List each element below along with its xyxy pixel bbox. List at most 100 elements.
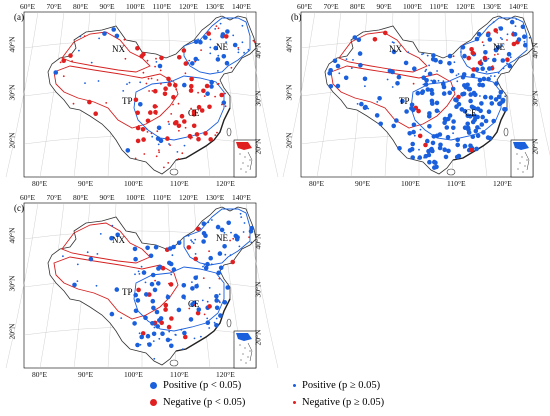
negative-station-dot bbox=[195, 310, 201, 316]
negative-station-dot bbox=[158, 151, 161, 154]
positive-station-dot bbox=[432, 165, 437, 170]
negative-station-dot bbox=[217, 82, 220, 85]
positive-station-dot bbox=[528, 36, 531, 39]
negative-station-dot bbox=[163, 302, 169, 308]
positive-station-dot bbox=[451, 119, 456, 124]
longitude-label-top: 100°E bbox=[126, 193, 145, 202]
positive-station-dot bbox=[418, 148, 420, 151]
positive-station-dot bbox=[223, 231, 226, 234]
positive-station-dot bbox=[487, 37, 493, 42]
positive-station-dot bbox=[407, 51, 410, 54]
positive-station-dot bbox=[182, 82, 187, 88]
negative-station-dot bbox=[412, 82, 415, 85]
positive-station-dot bbox=[201, 239, 206, 244]
negative-station-dot bbox=[176, 123, 182, 129]
longitude-label-bottom: 120°E bbox=[216, 179, 235, 188]
positive-station-dot bbox=[502, 67, 505, 70]
negative-station-dot bbox=[206, 31, 211, 36]
positive-station-dot bbox=[471, 105, 477, 111]
positive-station-dot bbox=[209, 84, 214, 89]
longitude-label-bottom: 120°E bbox=[493, 179, 512, 188]
negative-station-dot bbox=[202, 277, 205, 279]
positive-station-dot bbox=[208, 287, 211, 289]
positive-station-dot bbox=[479, 127, 481, 130]
positive-station-dot bbox=[431, 134, 437, 139]
positive-station-dot bbox=[367, 107, 370, 110]
positive-station-dot bbox=[423, 156, 425, 159]
latitude-label-right: 40°N bbox=[530, 42, 540, 59]
positive-station-dot bbox=[506, 62, 508, 65]
positive-station-dot bbox=[76, 263, 79, 266]
positive-station-dot bbox=[427, 114, 432, 119]
negative-station-dot bbox=[184, 126, 187, 129]
station-dots bbox=[327, 18, 531, 170]
positive-station-dot bbox=[191, 281, 193, 283]
latitude-label-left: 20°N bbox=[7, 132, 17, 149]
positive-station-dot bbox=[409, 146, 415, 152]
positive-station-dot bbox=[429, 98, 435, 104]
positive-station-dot bbox=[169, 343, 174, 349]
positive-station-dot bbox=[239, 212, 242, 215]
positive-station-dot bbox=[191, 240, 194, 243]
latitude-label-right: 30°N bbox=[253, 90, 263, 107]
positive-station-dot bbox=[332, 58, 338, 64]
positive-station-dot bbox=[210, 263, 213, 266]
region-label-ne: NE bbox=[216, 42, 228, 52]
positive-station-dot bbox=[498, 26, 500, 29]
legend-item-negative-nonsignificant: Negative (p ≥ 0.05) bbox=[293, 397, 384, 408]
longitude-label-top: 100°E bbox=[126, 2, 145, 11]
positive-station-dot bbox=[217, 251, 223, 256]
longitude-label-top: 140°E bbox=[232, 193, 251, 202]
negative-station-dot bbox=[145, 118, 151, 124]
positive-station-dot bbox=[430, 57, 436, 62]
positive-station-dot bbox=[126, 83, 128, 85]
positive-station-dot bbox=[138, 332, 141, 335]
positive-station-dot bbox=[437, 79, 440, 82]
region-label-tp: TP bbox=[399, 96, 410, 106]
positive-station-dot bbox=[364, 85, 366, 88]
region-label-ne: NE bbox=[493, 42, 505, 52]
longitude-label-top: 140°E bbox=[509, 2, 528, 11]
negative-station-dot bbox=[181, 48, 187, 53]
positive-station-dot bbox=[490, 75, 492, 77]
negative-station-dot bbox=[146, 59, 149, 62]
positive-station-dot bbox=[155, 61, 158, 63]
positive-station-dot bbox=[455, 142, 460, 148]
positive-station-dot bbox=[182, 330, 187, 336]
positive-station-dot bbox=[205, 261, 210, 267]
negative-station-dot bbox=[493, 28, 498, 33]
negative-station-dot bbox=[153, 88, 158, 94]
positive-station-dot bbox=[209, 46, 212, 49]
negative-station-dot bbox=[188, 59, 191, 62]
longitude-label-bottom: 80°E bbox=[309, 179, 325, 188]
negative-station-dot bbox=[135, 46, 140, 51]
positive-station-dot bbox=[249, 225, 254, 231]
taiwan-island bbox=[226, 318, 232, 328]
latitude-label-left: 40°N bbox=[7, 227, 17, 244]
positive-station-dot bbox=[234, 236, 240, 242]
negative-station-dot bbox=[148, 110, 153, 115]
positive-station-dot bbox=[424, 79, 426, 81]
positive-station-dot bbox=[460, 51, 462, 53]
negative-station-dot bbox=[105, 102, 108, 104]
positive-station-dot bbox=[487, 66, 492, 71]
positive-station-dot bbox=[224, 60, 230, 66]
positive-station-dot bbox=[151, 331, 157, 337]
negative-station-dot bbox=[195, 226, 201, 232]
negative-station-dot bbox=[511, 41, 517, 47]
negative-station-dot bbox=[204, 83, 210, 89]
region-ce bbox=[133, 75, 225, 141]
positive-station-dot bbox=[150, 321, 155, 326]
negative-station-dot bbox=[207, 104, 212, 110]
negative-station-dot bbox=[252, 39, 255, 42]
positive-station-dot bbox=[205, 320, 211, 325]
longitude-label-bottom: 100°E bbox=[124, 179, 143, 188]
positive-station-dot bbox=[229, 254, 232, 257]
positive-station-dot bbox=[431, 53, 436, 58]
positive-station-dot bbox=[157, 143, 160, 146]
negative-station-dot bbox=[505, 57, 510, 62]
positive-station-dot bbox=[470, 119, 476, 125]
negative-station-dot bbox=[155, 113, 158, 115]
positive-station-dot bbox=[431, 79, 437, 85]
negative-station-dot bbox=[148, 90, 150, 92]
